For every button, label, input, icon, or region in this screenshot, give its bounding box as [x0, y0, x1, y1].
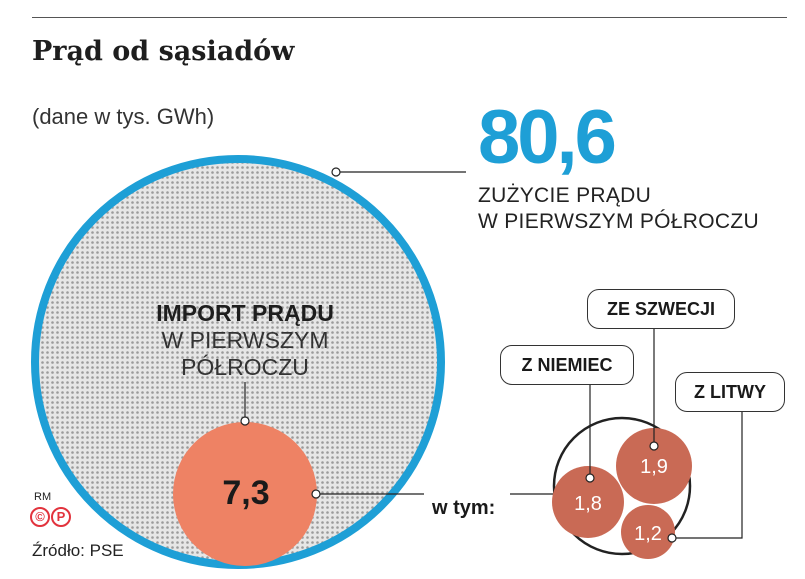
lithuania-leader-dot [667, 533, 677, 543]
lithuania-label: Z LITWY [675, 372, 785, 412]
p-icon: P [51, 507, 71, 527]
top-rule [32, 17, 787, 18]
lithuania-circle [621, 505, 675, 559]
copyright-mark: © P [30, 507, 72, 527]
germany-circle [552, 466, 624, 538]
lithuania-leader [672, 411, 743, 539]
import-label-line3: PÓŁROCZU [181, 354, 309, 380]
sweden-circle [616, 428, 692, 504]
author-credit: RM [34, 491, 52, 503]
consumption-value: 80,6 [478, 95, 617, 180]
import-label-bold: IMPORT PRĄDU [156, 300, 334, 326]
import-leader-dot [240, 416, 250, 426]
consumption-leader-dot [331, 167, 341, 177]
consumption-caption-line1: ZUŻYCIE PRĄDU [478, 184, 652, 207]
lithuania-value: 1,2 [634, 523, 662, 545]
germany-value: 1,8 [574, 493, 602, 515]
units-note: (dane w tys. GWh) [32, 104, 215, 129]
germany-leader-dot [585, 473, 595, 483]
import-circle [173, 422, 317, 566]
page-title: Prąd od sąsiadów [32, 36, 295, 67]
import-label: IMPORT PRĄDU W PIERWSZYM PÓŁROCZU [100, 300, 390, 381]
sweden-leader-dot [649, 441, 659, 451]
import-value: 7,3 [222, 474, 270, 512]
import-label-line2: W PIERWSZYM [161, 327, 329, 353]
copyright-icon: © [30, 507, 50, 527]
breakdown-connector-dot [311, 489, 321, 499]
sweden-label: ZE SZWECJI [587, 289, 735, 329]
consumption-caption-line2: W PIERWSZYM PÓŁROCZU [478, 210, 759, 233]
germany-label: Z NIEMIEC [500, 345, 634, 385]
source-note: Źródło: PSE [32, 541, 124, 560]
consumption-caption: ZUŻYCIE PRĄDU W PIERWSZYM PÓŁROCZU [478, 183, 759, 235]
sweden-value: 1,9 [640, 456, 668, 478]
breakdown-intro: w tym: [432, 497, 496, 519]
